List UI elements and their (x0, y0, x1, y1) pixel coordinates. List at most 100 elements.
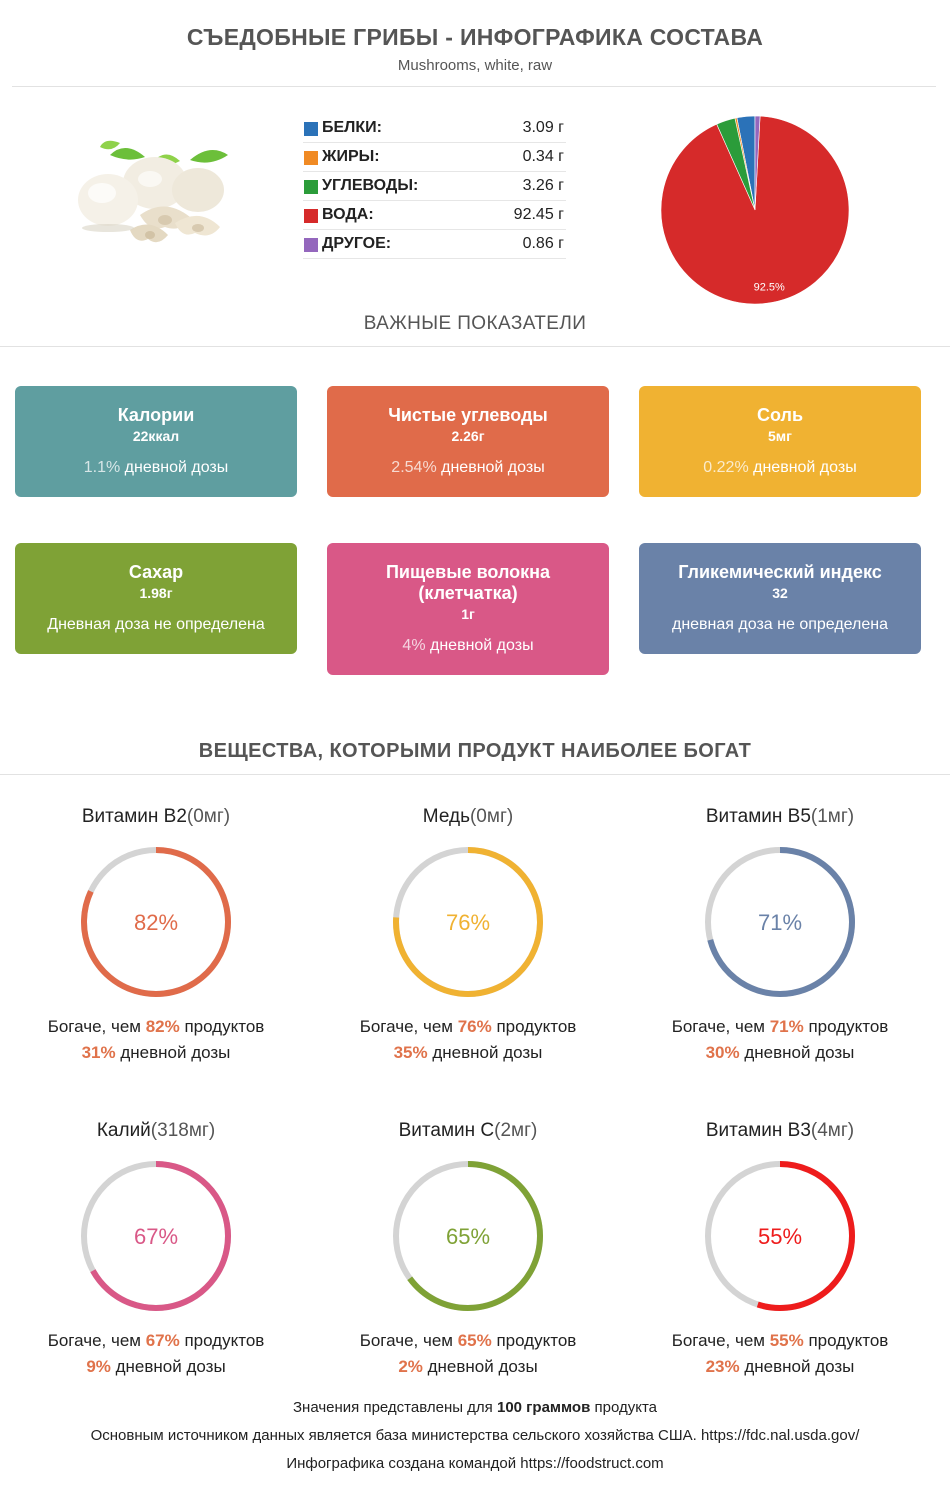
card-salt: Соль 5мг 0.22% дневной дозы (639, 386, 921, 497)
rich-item-unit: (2мг) (494, 1120, 538, 1141)
card-daily-pct: 0.22% (703, 459, 749, 476)
macro-name: УГЛЕВОДЫ: (322, 177, 419, 194)
ring-progress (756, 1161, 855, 1311)
daily-suffix: дневной дозы (110, 1357, 226, 1376)
daily-suffix: дневной дозы (422, 1357, 538, 1376)
card-value: 1г (461, 606, 475, 622)
card-sugar: Сахар 1.98г Дневная доза не определена (15, 543, 297, 654)
ring-progress (393, 847, 543, 997)
daily-pct: 9% (86, 1357, 111, 1376)
rich-item-title: Витамин C(2мг) (318, 1118, 618, 1144)
card-value: 2.26г (451, 428, 485, 444)
ring-percent-label: 65% (446, 1224, 490, 1249)
macro-name: БЕЛКИ: (322, 119, 382, 136)
richer-prefix: Богаче, чем (359, 1331, 458, 1350)
footer-source-note: Основным источником данных является база… (90, 1427, 860, 1444)
daily-value: 23% дневной дозы (630, 1354, 930, 1380)
rich-item-name: Витамин B5 (705, 806, 811, 827)
richer-than: Богаче, чем 71% продуктов (630, 1014, 930, 1040)
card-daily-text: Дневная доза не определена (47, 616, 265, 633)
rich-item-unit: (0мг) (469, 806, 514, 827)
macro-row-water: ВОДА: 92.45 г (303, 201, 566, 230)
card-value: 1.98г (139, 585, 173, 601)
card-daily-text: дневной дозы (748, 459, 857, 476)
card-title: Гликемический индекс (678, 562, 882, 582)
richer-than: Богаче, чем 65% продуктов (318, 1328, 618, 1354)
composition-pie-chart: 92.5% (660, 115, 850, 305)
rich-item-title: Витамин B2(0мг) (6, 804, 306, 830)
percentile-ring: 82% (81, 847, 231, 997)
indicators-divider (0, 346, 950, 347)
rich-divider (0, 774, 950, 775)
rich-item-name: Калий (96, 1120, 151, 1141)
card-daily-text: дневной дозы (436, 459, 545, 476)
rich-item-copper: Медь(0мг) 76% Богаче, чем 76% продуктов … (318, 804, 618, 1066)
ring-progress (90, 1161, 231, 1311)
rich-item-vitamin-b2: Витамин B2(0мг) 82% Богаче, чем 82% прод… (6, 804, 306, 1066)
macro-value: 92.45 г (513, 206, 564, 223)
daily-suffix: дневной дозы (427, 1043, 543, 1062)
rich-item-vitamin-b3: Витамин B3(4мг) 55% Богаче, чем 55% прод… (630, 1118, 930, 1380)
card-title: Сахар (128, 562, 184, 582)
richer-prefix: Богаче, чем (671, 1017, 770, 1036)
richer-pct: 76% (457, 1017, 492, 1036)
rich-item-unit: (1мг) (810, 806, 855, 827)
card-glycemic-index: Гликемический индекс 32 дневная доза не … (639, 543, 921, 654)
footer-serving-note: Значения представлены для 100 граммов пр… (0, 1399, 950, 1416)
percentile-ring: 65% (393, 1161, 543, 1311)
other-swatch (304, 238, 318, 252)
card-value: 5мг (768, 428, 792, 444)
daily-suffix: дневной дозы (739, 1043, 855, 1062)
richer-prefix: Богаче, чем (47, 1331, 146, 1350)
ring-percent-label: 55% (758, 1224, 802, 1249)
fat-swatch (304, 151, 318, 165)
richer-than: Богаче, чем 76% продуктов (318, 1014, 618, 1040)
percentile-ring: 76% (393, 847, 543, 997)
daily-pct: 31% (81, 1043, 116, 1062)
card-title: Пищевые волокна (клетчатка) (385, 562, 551, 603)
richer-than: Богаче, чем 82% продуктов (6, 1014, 306, 1040)
rich-item-name: Медь (422, 806, 470, 827)
richer-suffix: продуктов (803, 1331, 889, 1350)
rich-item-unit: (4мг) (810, 1120, 855, 1141)
card-daily: Дневная доза не определена (15, 615, 297, 635)
daily-suffix: дневной дозы (739, 1357, 855, 1376)
ring-percent-label: 82% (134, 910, 178, 935)
rich-item-vitamin-b5: Витамин B5(1мг) 71% Богаче, чем 71% прод… (630, 804, 930, 1066)
card-daily-pct: 1.1% (83, 459, 121, 476)
macro-value: 0.34 г (522, 148, 564, 165)
pie-slice-label: 92.5% (754, 282, 785, 294)
card-calories: Калории 22ккал 1.1% дневной дозы (15, 386, 297, 497)
card-daily: 0.22% дневной дозы (639, 458, 921, 478)
richer-suffix: продуктов (179, 1017, 265, 1036)
carbs-swatch (304, 180, 318, 194)
rich-item-name: Витамин B2 (81, 806, 187, 827)
daily-value: 35% дневной дозы (318, 1040, 618, 1066)
ring-progress (707, 847, 855, 997)
card-daily: 1.1% дневной дозы (15, 458, 297, 478)
indicators-title: ВАЖНЫЕ ПОКАЗАТЕЛИ (363, 313, 587, 334)
richer-than: Богаче, чем 55% продуктов (630, 1328, 930, 1354)
macro-row-carbs: УГЛЕВОДЫ: 3.26 г (303, 172, 566, 201)
rich-item-name: Витамин B3 (705, 1120, 811, 1141)
richer-pct: 65% (457, 1331, 492, 1350)
richer-suffix: продуктов (491, 1331, 577, 1350)
pie-slice-4 (660, 115, 850, 305)
card-title: Калории (117, 405, 195, 425)
ring-percent-label: 71% (758, 910, 802, 935)
card-daily-text: дневной дозы (120, 459, 229, 476)
richer-prefix: Богаче, чем (47, 1017, 146, 1036)
macro-table: БЕЛКИ: 3.09 г ЖИРЫ: 0.34 г УГЛЕВОДЫ: 3.2… (303, 114, 566, 259)
richer-pct: 82% (145, 1017, 180, 1036)
richer-pct: 55% (769, 1331, 804, 1350)
card-title: Чистые углеводы (388, 405, 548, 425)
richer-suffix: продуктов (491, 1017, 577, 1036)
macro-value: 3.09 г (522, 119, 564, 136)
macro-row-other: ДРУГОЕ: 0.86 г (303, 230, 566, 259)
macro-row-fat: ЖИРЫ: 0.34 г (303, 143, 566, 172)
card-daily-text: дневная доза не определена (671, 616, 888, 633)
card-daily: 4% дневной дозы (327, 636, 609, 656)
card-daily-pct: 4% (402, 637, 426, 654)
daily-pct: 2% (398, 1357, 423, 1376)
page-subtitle: Mushrooms, white, raw (397, 57, 553, 74)
